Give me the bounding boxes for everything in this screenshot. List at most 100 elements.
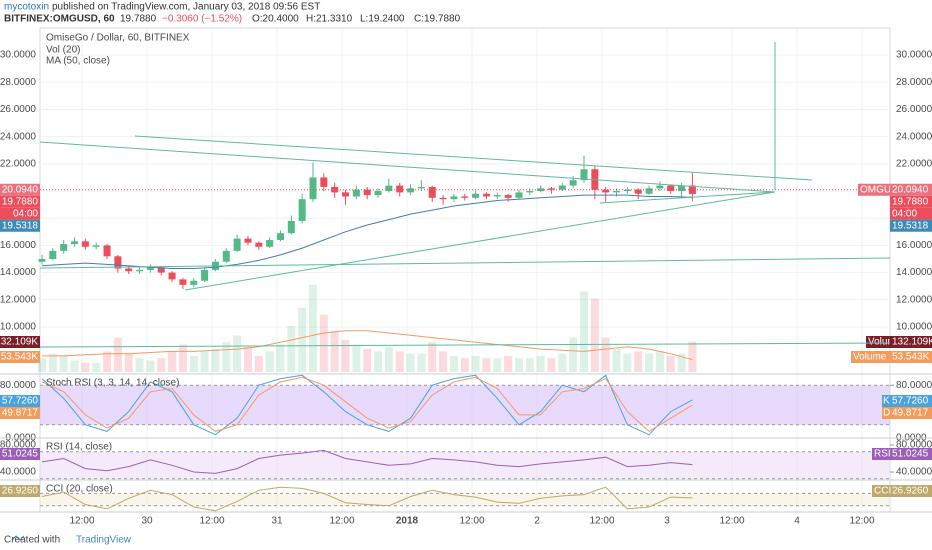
x-tick-label: 4 (794, 516, 800, 527)
volume-bar (233, 335, 242, 372)
volume-bar (211, 349, 220, 372)
logo (11, 535, 25, 541)
value-tag: 49.8717 (892, 408, 929, 419)
indicator-line (41, 374, 693, 436)
symbol: BITFINEX:OMGUSD, 60 (4, 14, 115, 25)
series-name-bg (882, 395, 890, 407)
symbol-tag: OMGUSD (860, 184, 905, 195)
value-tag-bg (0, 407, 40, 419)
series-name-bg (872, 485, 890, 497)
price-tag-bg (890, 207, 932, 220)
volume-bar (482, 358, 491, 372)
candle-body (92, 245, 100, 247)
volume-bar (677, 353, 686, 372)
symbol-tag-bg (858, 183, 890, 196)
price-tag-bg (0, 195, 40, 208)
volume-bar (612, 349, 621, 372)
candle-body (103, 245, 111, 257)
price-line-label-bg (890, 183, 932, 196)
y-tick-label: 26.0000 (0, 104, 36, 115)
x-tick-label: 12:00 (719, 516, 744, 527)
volume-name-bg (866, 336, 890, 348)
candle-body (233, 238, 241, 251)
volume-bar (352, 344, 361, 372)
chart-title: OmiseGo / Dollar, 60, BITFINEX (46, 33, 190, 44)
y-tick-label: 26.0000 (896, 104, 932, 115)
volume-bar (536, 355, 545, 372)
author[interactable]: mycotoxin (4, 2, 49, 13)
candle-body (136, 269, 144, 272)
volume-bar (276, 344, 285, 372)
y-tick-label: 28.0000 (0, 77, 36, 88)
legend-entry: MA (50, close) (46, 56, 110, 67)
volume-bar (48, 353, 57, 372)
value-tag: 51.0245 (2, 449, 39, 460)
candle-body (461, 196, 469, 198)
volume-bar (298, 307, 307, 372)
candle-body (634, 189, 642, 194)
y-tick-label: 80.0000 (0, 380, 36, 391)
x-tick-label: 12:00 (69, 516, 94, 527)
value-tag-bg (890, 448, 932, 460)
footer-brand[interactable]: TradingView (76, 535, 132, 546)
series-name: CCI (874, 486, 891, 497)
volume-tag-bg (890, 351, 932, 363)
volume-bar (645, 353, 654, 372)
price-tag: 04:00 (13, 208, 38, 219)
band (40, 451, 890, 479)
y-tick-label: 22.0000 (0, 158, 36, 169)
y-tick-label: 12.0000 (0, 294, 36, 305)
price-line-label: 20.0940 (892, 184, 929, 195)
volume-bar (254, 355, 263, 372)
candle-body (656, 185, 664, 189)
candle-body (309, 177, 317, 200)
candle-body (146, 267, 154, 270)
y-tick-label: 30.0000 (896, 50, 932, 61)
volume-tag-bg (0, 336, 40, 348)
price-tag-bg (890, 195, 932, 208)
drawings (39, 42, 891, 348)
volume-bar (547, 358, 556, 372)
volume-bar (222, 342, 231, 372)
volume-bar (580, 291, 588, 372)
value-tag-bg (0, 448, 40, 460)
trend-line (39, 141, 776, 193)
candle-body (526, 191, 534, 193)
volume-bar (103, 351, 112, 372)
volume-bar (287, 326, 296, 372)
volume-bar (189, 355, 198, 372)
volume-bar (70, 360, 79, 372)
candle-body (276, 233, 284, 240)
volume-bar (525, 358, 534, 372)
x-tick-label: 12:00 (849, 516, 874, 527)
volume-bar (363, 349, 372, 372)
price-tag-bg (890, 219, 932, 232)
value-tag-bg (890, 407, 932, 419)
candle-body (81, 241, 89, 247)
low: L:19.2400 (360, 14, 405, 25)
candle-body (157, 267, 165, 273)
volume-bar (374, 351, 383, 372)
high: H:21.3310 (306, 14, 353, 25)
volume-tag: 53.543K (1, 352, 39, 363)
volume-bar (623, 353, 632, 372)
candle-body (201, 269, 209, 281)
candle-body (667, 185, 675, 192)
candle-body (396, 185, 404, 193)
value-tag: 49.8717 (2, 408, 39, 419)
volume-bar (504, 355, 513, 372)
volume-bar (655, 351, 664, 372)
candle-body (190, 280, 198, 285)
price-tag-bg (0, 207, 40, 220)
series-name-bg (872, 448, 890, 460)
y-tick-label: 10.0000 (0, 322, 36, 333)
candle-body (255, 242, 263, 247)
volume-bar (146, 360, 155, 372)
price-line-label: 20.0940 (2, 184, 39, 195)
trend-line (39, 342, 891, 348)
x-tick-label: 2 (534, 516, 540, 527)
candle-body (49, 250, 57, 260)
candle-body (71, 241, 79, 245)
volume-bar (471, 355, 480, 372)
y-tick-label: 24.0000 (0, 131, 36, 142)
